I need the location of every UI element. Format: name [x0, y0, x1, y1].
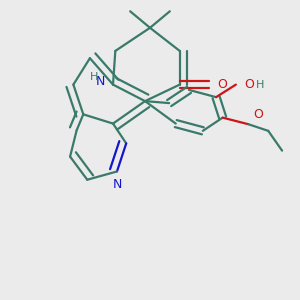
Text: O: O	[244, 78, 254, 91]
Text: N: N	[95, 76, 105, 88]
Text: H: H	[256, 80, 264, 90]
Text: H: H	[90, 72, 98, 82]
Text: O: O	[218, 78, 228, 91]
Text: O: O	[254, 108, 263, 121]
Text: N: N	[112, 178, 122, 191]
